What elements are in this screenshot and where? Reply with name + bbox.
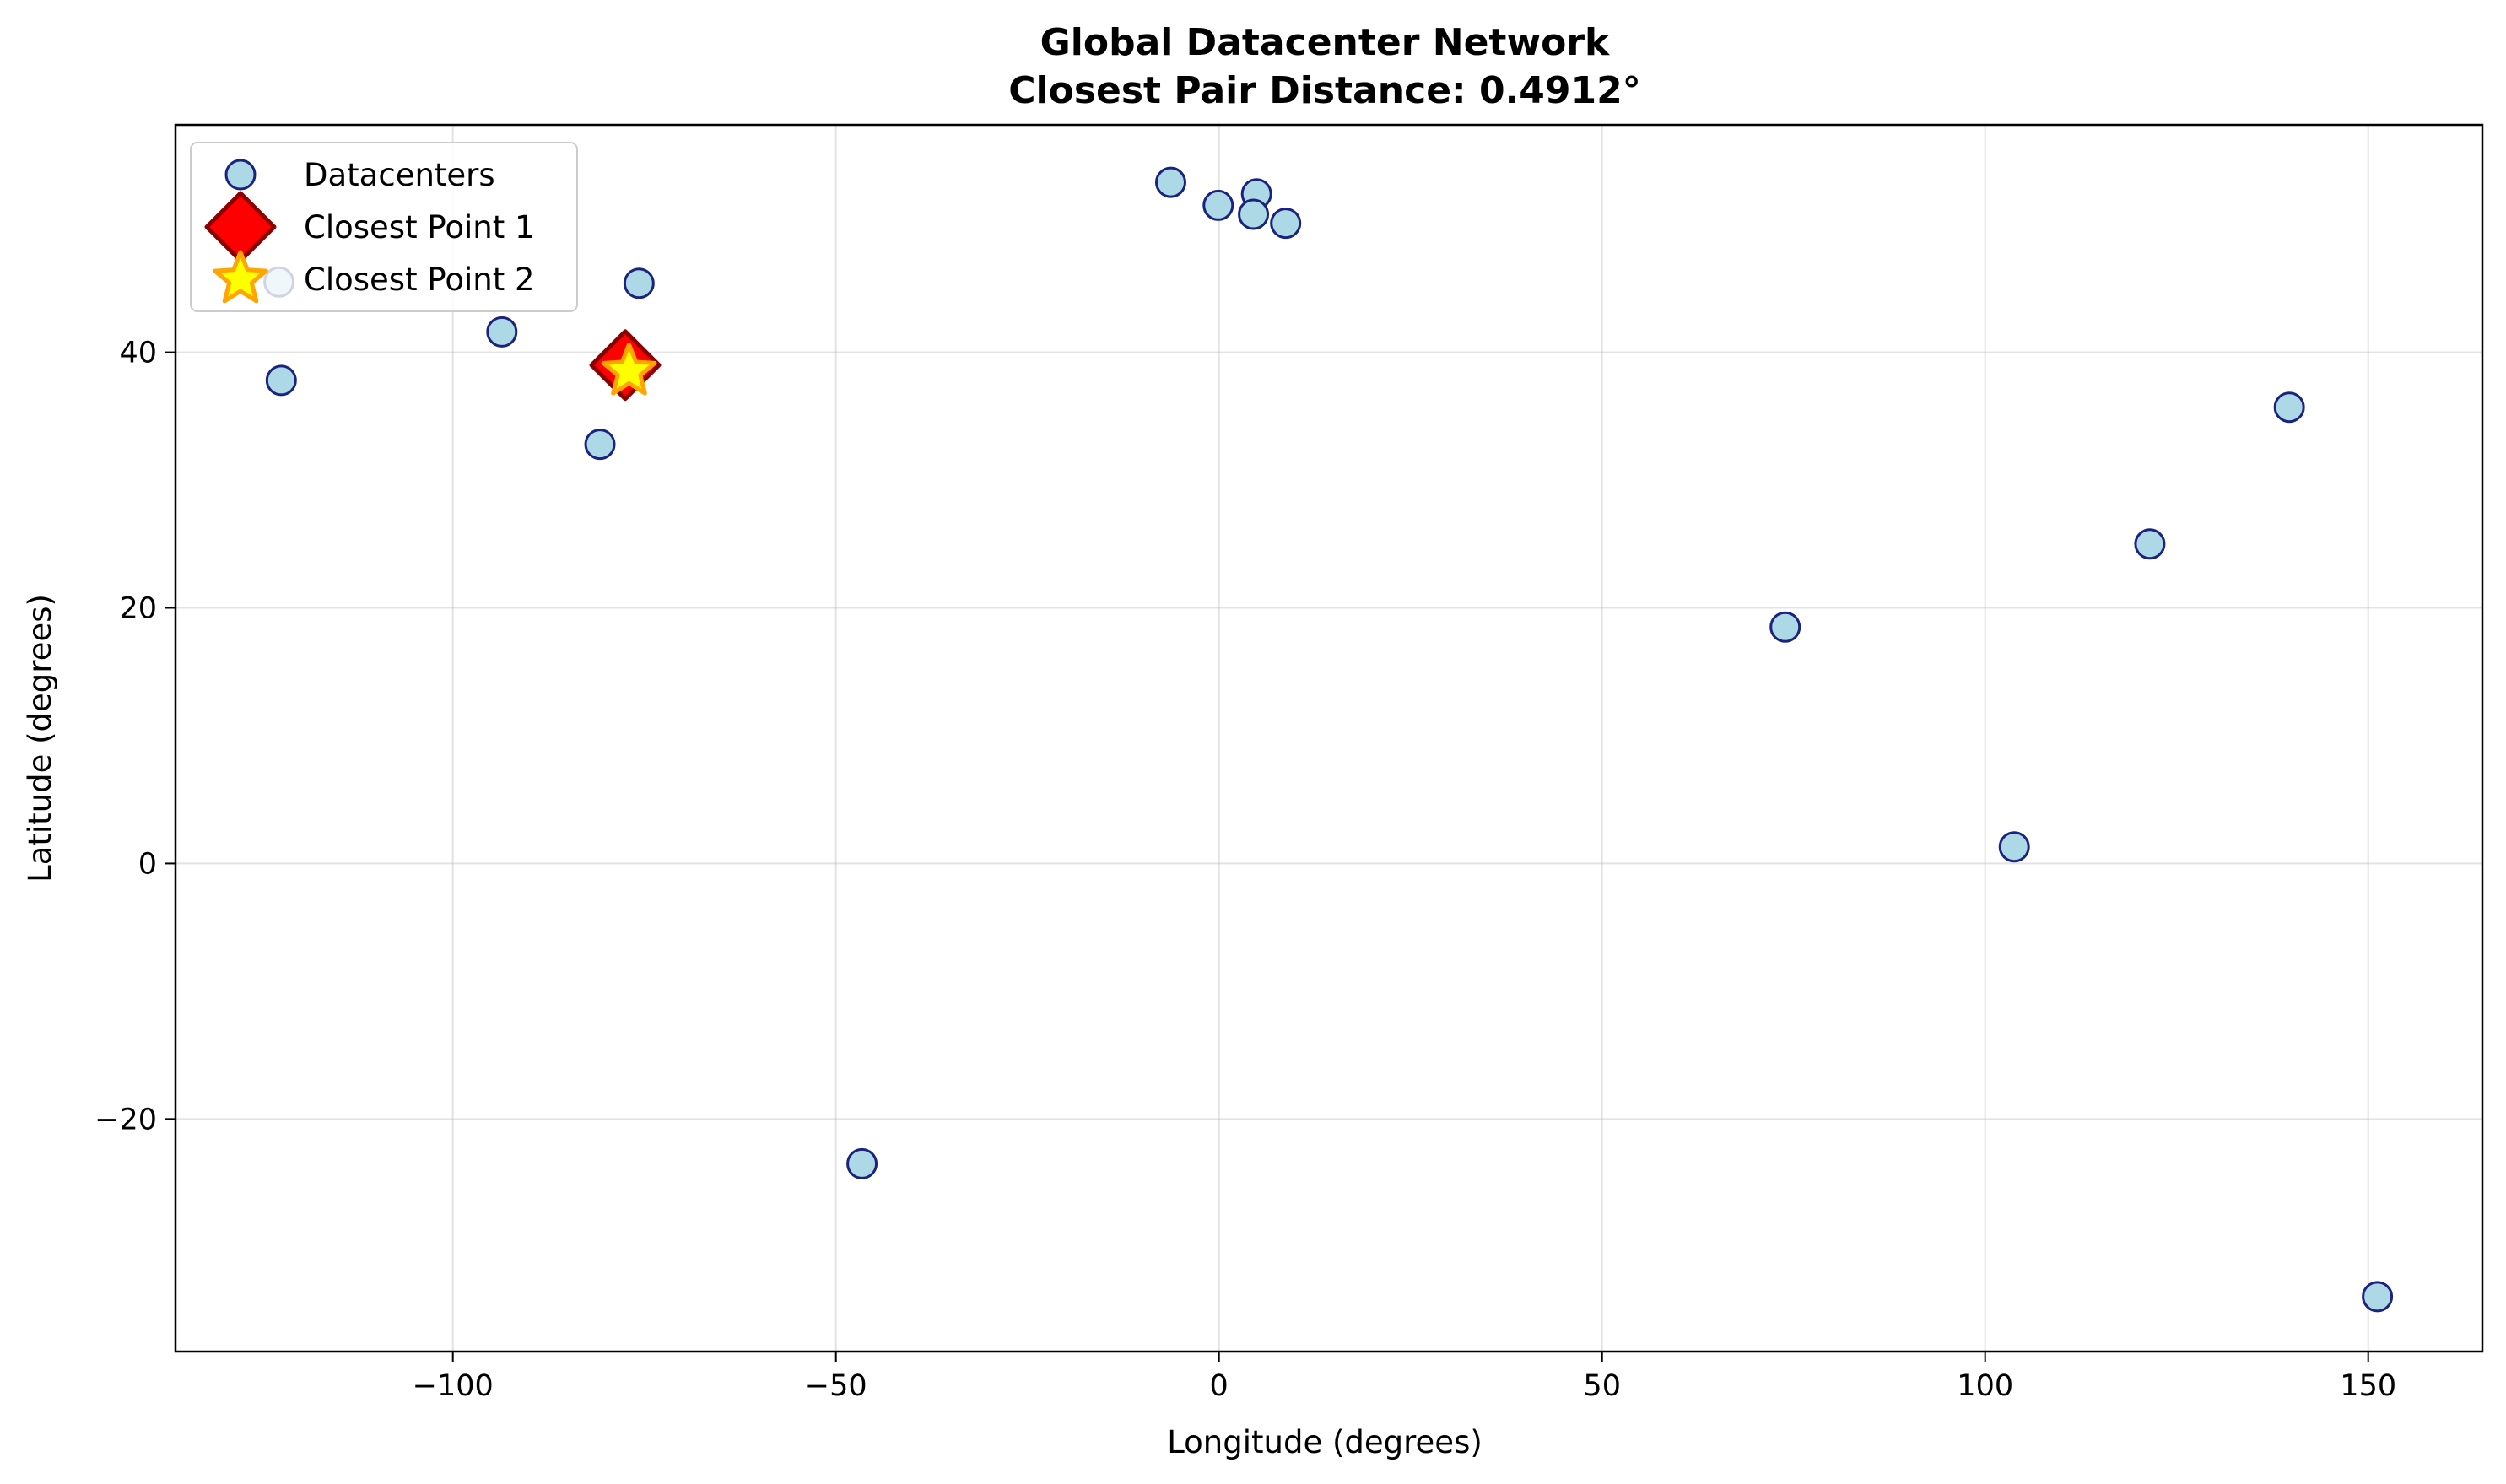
datacenter-point	[623, 267, 655, 299]
legend-datacenter-point	[224, 159, 257, 191]
datacenter-point	[1998, 831, 2030, 863]
legend-entries: Datacenters Closest Point 1 Closest Point …	[204, 157, 535, 304]
axis-ticks: −100 −50 0 50 100 150 −20 0 20 40	[95, 337, 2396, 1403]
y-tick-label: 40	[119, 337, 157, 370]
chart-title: Global Datacenter Network	[1040, 21, 1611, 64]
datacenter-point	[1154, 166, 1186, 198]
datacenter-point	[2273, 391, 2305, 424]
x-tick-label: 150	[2340, 1369, 2396, 1403]
x-axis-label: Longitude (degrees)	[1167, 1424, 1483, 1460]
x-tick-label: −50	[805, 1369, 867, 1403]
datacenter-point	[1270, 208, 1302, 240]
datacenter-point	[846, 1147, 878, 1179]
datacenter-point	[1769, 611, 1801, 643]
closest-point-2-marker	[601, 342, 657, 396]
legend: Datacenters Closest Point 1 Closest Point …	[190, 142, 578, 312]
x-tick-label: 50	[1583, 1369, 1621, 1403]
legend-label: Datacenters	[304, 157, 495, 193]
datacenter-point	[2362, 1281, 2394, 1313]
legend-box	[190, 142, 578, 312]
datacenter-point	[1238, 198, 1270, 230]
datacenter-point	[2134, 528, 2166, 560]
y-tick-label: 20	[119, 592, 157, 626]
y-tick-label: 0	[138, 847, 157, 881]
data-points	[263, 166, 2394, 1313]
x-tick-label: 0	[1210, 1369, 1229, 1403]
datacenter-point	[486, 316, 518, 348]
plot-area-frame	[174, 123, 2484, 1353]
y-axis-label: Latitude (degrees)	[22, 594, 58, 882]
legend-label: Closest Point 2	[304, 262, 535, 298]
grid-lines	[176, 125, 2482, 1352]
x-tick-label: −100	[413, 1369, 494, 1403]
legend-closest-point-2-marker	[213, 250, 268, 304]
datacenter-point	[265, 364, 297, 397]
y-tick-label: −20	[95, 1103, 157, 1136]
datacenter-point	[1202, 189, 1234, 221]
legend-label: Closest Point 1	[304, 209, 535, 246]
datacenter-point	[584, 429, 616, 461]
x-tick-label: 100	[1957, 1369, 2013, 1403]
chart-subtitle: Closest Pair Distance: 0.4912°	[1008, 69, 1641, 112]
